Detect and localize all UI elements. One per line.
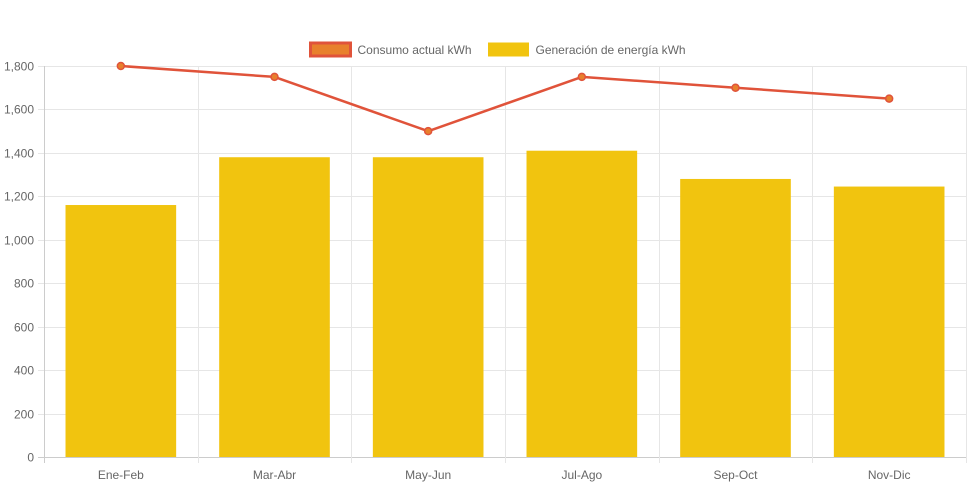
point-consumo <box>270 72 279 82</box>
bar-generacion <box>219 157 330 457</box>
y-tick-label: 800 <box>14 277 34 291</box>
line-series <box>116 61 894 136</box>
bar-generacion <box>526 150 638 457</box>
x-tick-label: Mar-Abr <box>253 468 296 482</box>
y-tick-label: 1,200 <box>4 190 34 204</box>
y-tick-label: 1,000 <box>4 234 34 248</box>
y-tick-label: 400 <box>14 364 34 378</box>
y-tick-label: 1,600 <box>4 103 34 117</box>
point-consumo <box>884 94 894 103</box>
bar-generacion <box>680 178 791 457</box>
x-tick-label: Sep-Oct <box>713 468 758 482</box>
x-tick-label: Nov-Dic <box>868 468 911 482</box>
x-tick-label: Ene-Feb <box>98 468 144 482</box>
y-tick-label: 1,800 <box>4 60 34 74</box>
legend-label-generacion: Generación de energía kWh <box>536 43 686 57</box>
bar-generacion <box>833 186 945 457</box>
bar-generacion <box>372 157 484 457</box>
bar-series <box>65 150 945 457</box>
y-tick-label: 0 <box>27 451 34 465</box>
legend-label-consumo: Consumo actual kWh <box>358 43 472 57</box>
point-consumo <box>577 72 587 82</box>
y-tick-label: 600 <box>14 321 34 335</box>
axes: 0 200 400 600 800 1,000 1,200 1,400 1,600 1,800 En… <box>4 60 911 483</box>
point-consumo <box>116 61 126 71</box>
grid-lines <box>38 66 967 463</box>
legend-swatch-generacion <box>488 42 529 57</box>
y-tick-label: 1,400 <box>4 147 34 161</box>
x-tick-label: Jul-Ago <box>561 468 602 482</box>
legend-swatch-consumo <box>309 41 352 58</box>
legend: Consumo actual kWh Generación de energía … <box>309 41 686 58</box>
bar-generacion <box>65 205 177 457</box>
point-consumo <box>731 83 740 92</box>
y-tick-label: 200 <box>14 408 34 422</box>
x-tick-label: May-Jun <box>405 468 451 482</box>
line-consumo <box>120 64 890 133</box>
point-consumo <box>423 126 433 136</box>
